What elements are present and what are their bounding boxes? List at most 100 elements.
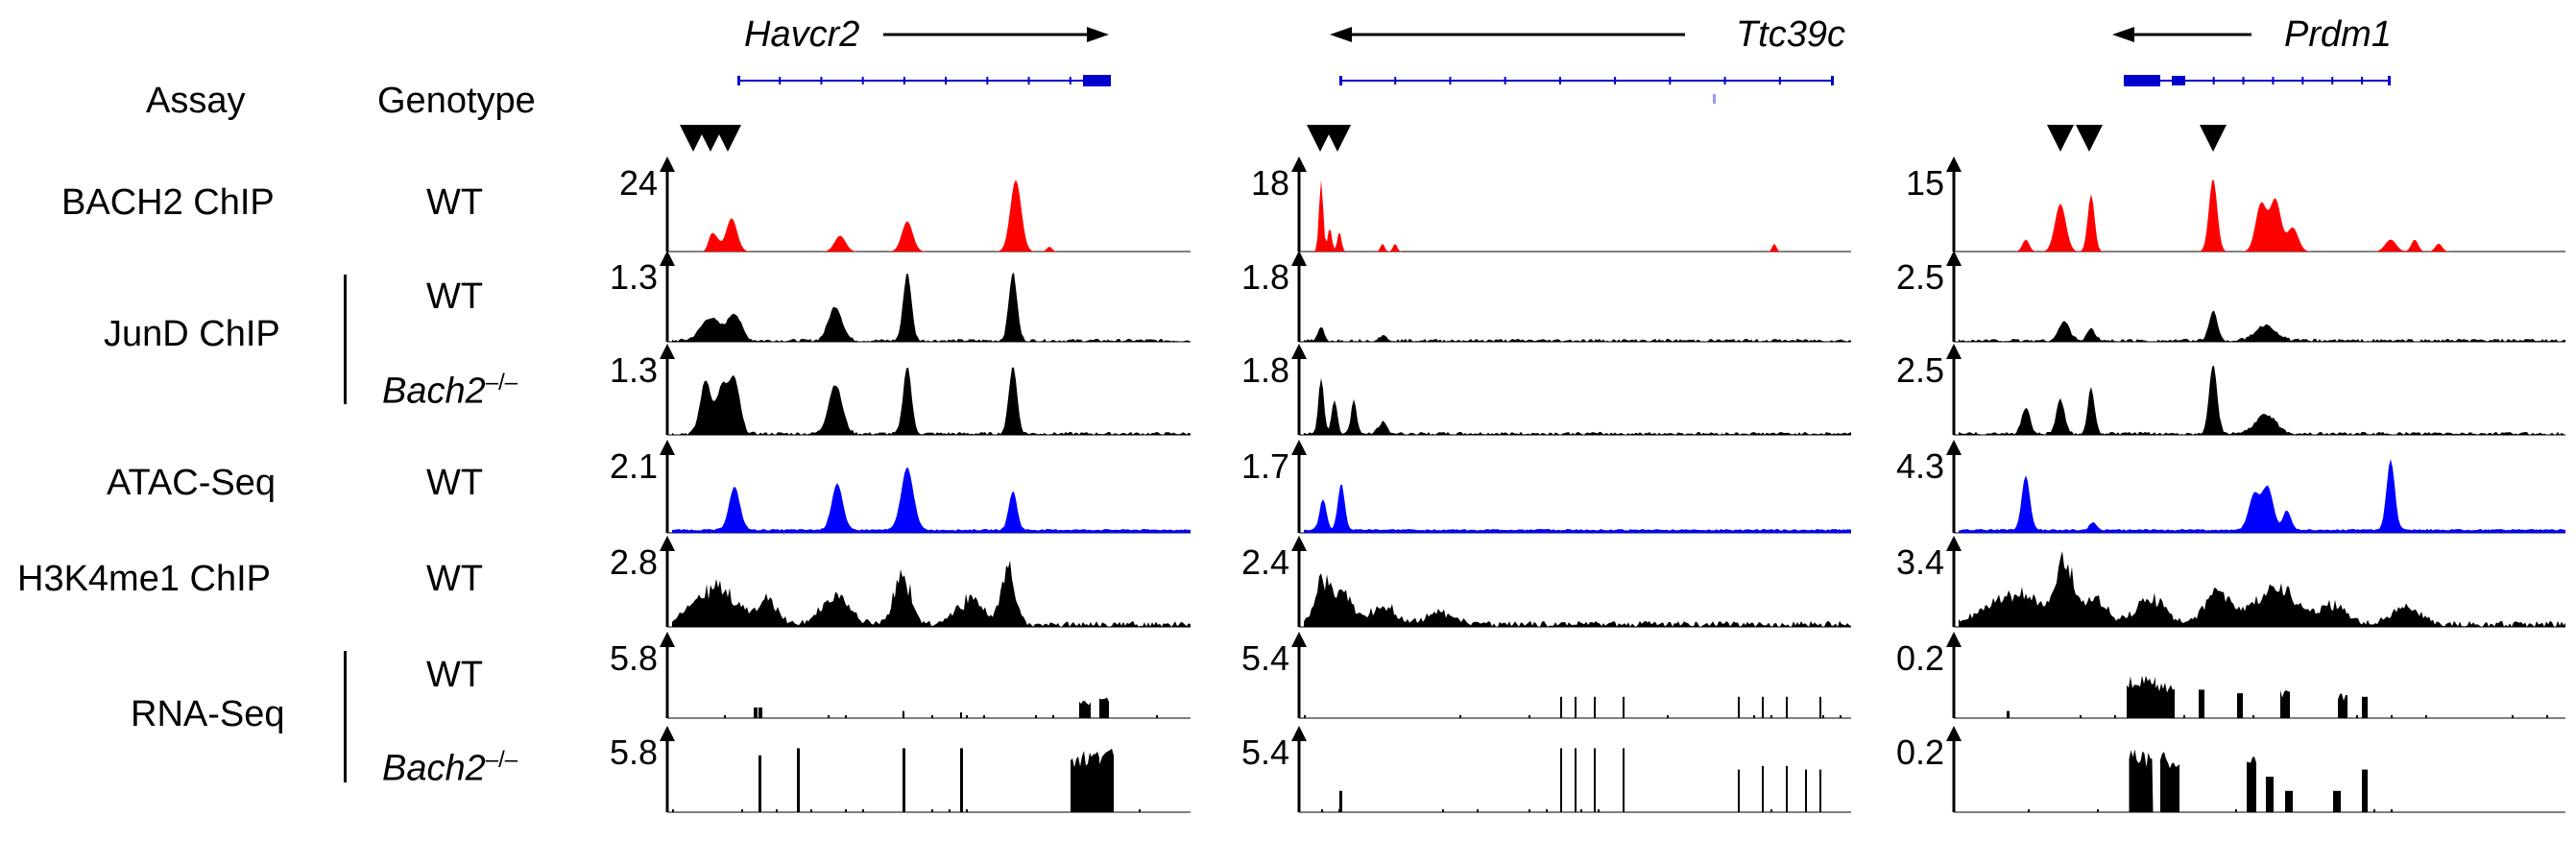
rna-coverage-bar	[966, 809, 968, 812]
rna-coverage-bar	[2114, 715, 2116, 718]
up-arrow-icon	[1946, 156, 1962, 172]
header-assay: Assay	[146, 81, 246, 121]
rna-coverage-bar	[1338, 809, 1340, 812]
rna-coverage-bar	[2512, 715, 2514, 718]
track-scale-label: 2.5	[1896, 350, 1944, 390]
track-scale-label: 1.7	[1241, 446, 1289, 486]
bach2-site-marker-icon	[680, 125, 707, 152]
rna-coverage-bar	[828, 715, 830, 718]
track-scale-label: 5.4	[1241, 733, 1289, 772]
rna-coverage-block	[1079, 700, 1091, 718]
bach2-site-marker-icon	[1307, 125, 1334, 152]
arrowhead-left-icon	[2112, 27, 2134, 42]
track-scale-label: 18	[1251, 163, 1289, 203]
signal-track	[672, 560, 1191, 627]
track-scale-label: 5.4	[1241, 638, 1289, 678]
up-arrow-icon	[1946, 632, 1962, 647]
up-arrow-icon	[660, 251, 675, 266]
gene-model-exon	[2212, 77, 2215, 84]
rna-coverage-bar	[1459, 715, 1461, 718]
rna-coverage-bar	[776, 809, 778, 812]
rna-coverage-bar	[1529, 715, 1530, 718]
rna-coverage-bar	[1840, 715, 1842, 718]
rna-coverage-bar	[2373, 809, 2375, 812]
signal-track	[672, 468, 1191, 533]
gene-model-exon-large	[1083, 75, 1111, 86]
genotype-label-rna-ko: Bach2–/–	[382, 747, 518, 789]
track-scale-label: 0.2	[1896, 638, 1944, 678]
rna-coverage-bar	[2235, 809, 2237, 812]
gene-model-exon	[1558, 77, 1561, 84]
up-arrow-icon	[660, 536, 675, 551]
up-arrow-icon	[1946, 251, 1962, 266]
rna-coverage-bar	[903, 710, 904, 718]
rna-coverage-bar	[2199, 689, 2204, 718]
genotype-label-bach2-wt: WT	[426, 182, 484, 223]
rna-coverage-bar	[754, 707, 758, 718]
gene-model-exon	[1339, 76, 1342, 85]
signal-track	[1959, 551, 2565, 627]
gene-name-havcr2: Havcr2	[744, 14, 859, 55]
track-scale-label: 2.5	[1896, 257, 1944, 297]
arrowhead-left-icon	[1330, 27, 1352, 42]
gene-model-mark	[1713, 94, 1716, 104]
gene-model-exon	[737, 76, 740, 85]
rna-coverage-bar	[1753, 715, 1755, 718]
rna-coverage-bar	[1477, 809, 1479, 812]
rna-coverage-bar	[2080, 715, 2082, 718]
up-arrow-icon	[660, 726, 675, 741]
rna-coverage-bar	[741, 809, 743, 812]
rna-coverage-bar	[2252, 715, 2254, 718]
track-scale-label: 1.3	[610, 350, 658, 390]
genotype-superscript: –/–	[485, 370, 518, 396]
rna-coverage-bar	[1786, 696, 1788, 718]
gene-model-exon	[1394, 77, 1397, 84]
rna-coverage-bar	[1786, 765, 1788, 812]
assay-label-bach2-chip: BACH2 ChIP	[61, 182, 275, 223]
assay-label-jund-chip: JunD ChIP	[104, 314, 280, 354]
rna-coverage-bar	[862, 809, 864, 812]
rna-coverage-bar	[2546, 715, 2548, 718]
rna-coverage-bar	[903, 748, 905, 812]
gene-model-exon	[1069, 77, 1071, 84]
up-arrow-icon	[660, 156, 675, 172]
rna-coverage-block	[2160, 752, 2179, 812]
rna-coverage-bar	[2149, 715, 2151, 718]
gene-model-exon	[1778, 77, 1781, 84]
up-arrow-icon	[1946, 440, 1962, 455]
rna-coverage-bar	[1762, 765, 1764, 812]
signal-track	[672, 367, 1191, 435]
up-arrow-icon	[660, 632, 675, 647]
rna-coverage-bar	[1104, 715, 1106, 718]
rna-coverage-block	[2280, 689, 2290, 718]
rna-coverage-bar	[931, 809, 933, 812]
track-scale-label: 2.1	[610, 446, 658, 486]
bach2-site-marker-icon	[1324, 125, 1351, 152]
rna-coverage-bar	[1623, 748, 1625, 812]
rna-coverage-bar	[724, 715, 726, 718]
rna-coverage-bar	[1594, 748, 1596, 812]
signal-track	[1959, 310, 2565, 342]
rna-coverage-bar	[845, 809, 847, 812]
up-arrow-icon	[1291, 156, 1307, 172]
up-arrow-icon	[1291, 632, 1307, 647]
rna-coverage-bar	[2266, 777, 2274, 812]
rna-coverage-bar	[1156, 715, 1158, 718]
gene-model-exon	[2172, 76, 2185, 85]
rna-coverage-bar	[1598, 809, 1600, 812]
gene-model-exon	[2272, 77, 2275, 84]
gene-model-exon	[945, 77, 948, 84]
rna-coverage-bar	[2097, 809, 2099, 812]
rna-coverage-bar	[1442, 809, 1444, 812]
rna-coverage-bar	[966, 715, 968, 718]
rna-coverage-block	[2155, 683, 2175, 718]
rna-coverage-block	[1071, 751, 1099, 812]
gene-model-exon	[1449, 77, 1452, 84]
assay-label-h3k4me1-chip: H3K4me1 ChIP	[17, 559, 272, 599]
signal-track	[1304, 180, 1851, 252]
rna-coverage-bar	[1819, 769, 1821, 812]
signal-track	[1959, 180, 2565, 252]
signal-track	[1304, 377, 1851, 435]
